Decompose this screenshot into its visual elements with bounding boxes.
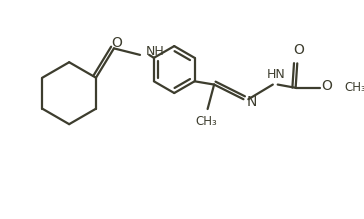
- Text: O: O: [293, 44, 304, 58]
- Text: HN: HN: [266, 68, 285, 81]
- Text: CH₃: CH₃: [345, 81, 364, 94]
- Text: N: N: [247, 95, 257, 110]
- Text: O: O: [322, 79, 333, 93]
- Text: NH: NH: [146, 45, 165, 58]
- Text: O: O: [111, 35, 122, 49]
- Text: CH₃: CH₃: [195, 115, 217, 128]
